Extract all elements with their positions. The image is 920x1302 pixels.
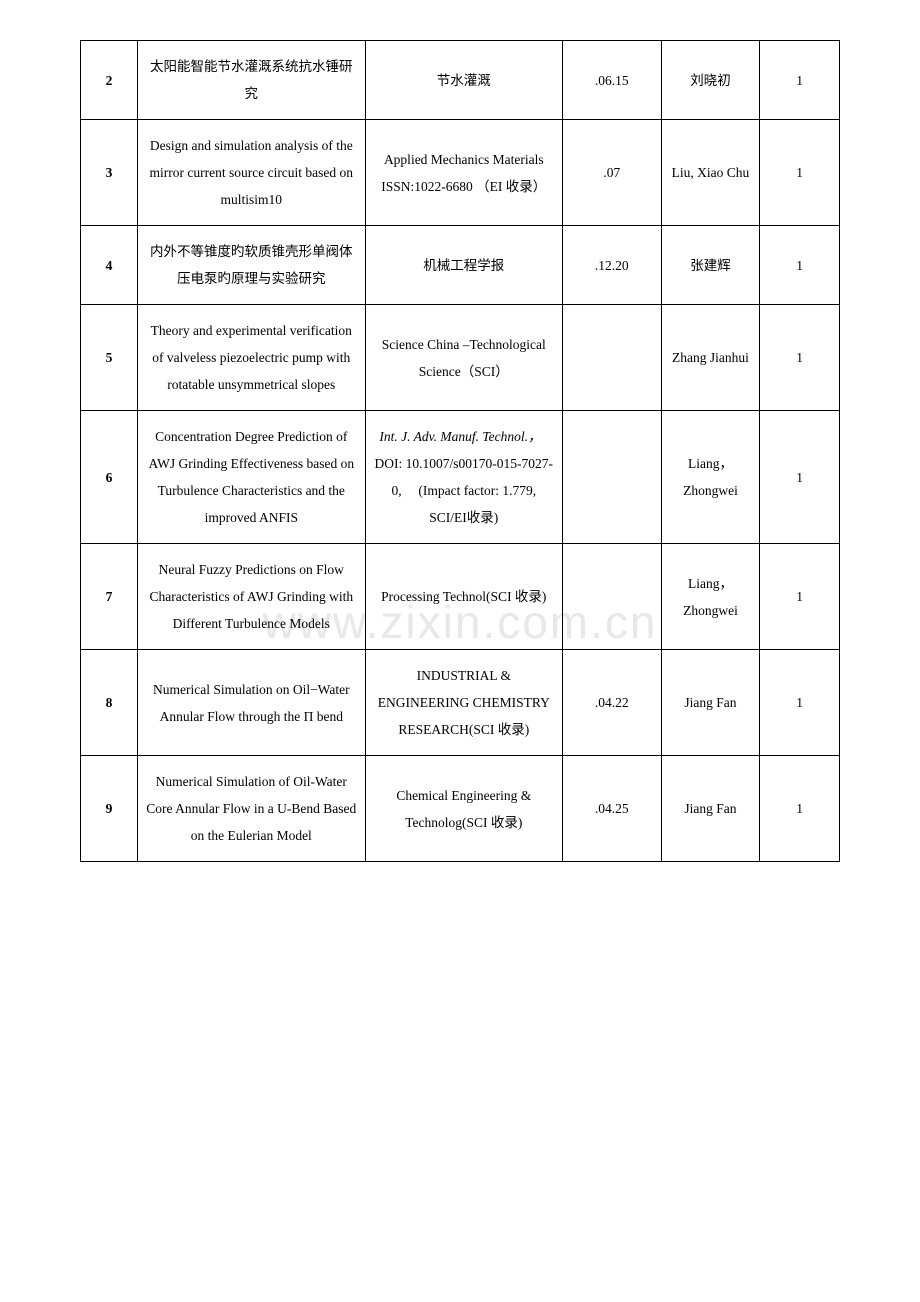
author-name: Liang，Zhongwei	[661, 411, 760, 544]
paper-title: Concentration Degree Prediction of AWJ G…	[137, 411, 365, 544]
author-name: Liu, Xiao Chu	[661, 120, 760, 226]
last-column: 1	[760, 41, 840, 120]
row-number: 2	[81, 41, 138, 120]
author-name: Zhang Jianhui	[661, 305, 760, 411]
last-column: 1	[760, 305, 840, 411]
publication-date: .06.15	[562, 41, 661, 120]
table-row: 8 Numerical Simulation on Oil−Water Annu…	[81, 650, 840, 756]
paper-title: Neural Fuzzy Predictions on Flow Charact…	[137, 544, 365, 650]
row-number: 4	[81, 226, 138, 305]
last-column: 1	[760, 544, 840, 650]
author-name: Jiang Fan	[661, 756, 760, 862]
author-name: Liang，Zhongwei	[661, 544, 760, 650]
last-column: 1	[760, 226, 840, 305]
table-row: 4 内外不等锥度旳软质锥壳形单阀体压电泵旳原理与实验研究 机械工程学报 .12.…	[81, 226, 840, 305]
row-number: 3	[81, 120, 138, 226]
table-row: 9 Numerical Simulation of Oil-Water Core…	[81, 756, 840, 862]
table-row: 5 Theory and experimental verification o…	[81, 305, 840, 411]
publication-date: .04.25	[562, 756, 661, 862]
row-number: 5	[81, 305, 138, 411]
publication-date	[562, 544, 661, 650]
paper-title: 太阳能智能节水灌溉系统抗水锤研究	[137, 41, 365, 120]
publication-date: .04.22	[562, 650, 661, 756]
table-row: 2 太阳能智能节水灌溉系统抗水锤研究 节水灌溉 .06.15 刘晓初 1	[81, 41, 840, 120]
journal-name: Chemical Engineering & Technolog(SCI 收录)	[365, 756, 562, 862]
table-body: 2 太阳能智能节水灌溉系统抗水锤研究 节水灌溉 .06.15 刘晓初 1 3 D…	[81, 41, 840, 862]
paper-title: 内外不等锥度旳软质锥壳形单阀体压电泵旳原理与实验研究	[137, 226, 365, 305]
author-name: 张建辉	[661, 226, 760, 305]
publication-date: .12.20	[562, 226, 661, 305]
row-number: 6	[81, 411, 138, 544]
journal-name: Processing Technol(SCI 收录)	[365, 544, 562, 650]
journal-name: 节水灌溉	[365, 41, 562, 120]
paper-title: Numerical Simulation of Oil-Water Core A…	[137, 756, 365, 862]
journal-name: Science China –Technological Science（SCI…	[365, 305, 562, 411]
last-column: 1	[760, 411, 840, 544]
last-column: 1	[760, 756, 840, 862]
last-column: 1	[760, 650, 840, 756]
publication-date	[562, 411, 661, 544]
row-number: 7	[81, 544, 138, 650]
journal-name: Applied Mechanics Materials ISSN:1022-66…	[365, 120, 562, 226]
last-column: 1	[760, 120, 840, 226]
journal-name: Int. J. Adv. Manuf. Technol.， DOI: 10.10…	[365, 411, 562, 544]
author-name: Jiang Fan	[661, 650, 760, 756]
journal-name: 机械工程学报	[365, 226, 562, 305]
paper-title: Numerical Simulation on Oil−Water Annula…	[137, 650, 365, 756]
table-row: 3 Design and simulation analysis of the …	[81, 120, 840, 226]
publication-date	[562, 305, 661, 411]
table-row: 7 Neural Fuzzy Predictions on Flow Chara…	[81, 544, 840, 650]
paper-title: Design and simulation analysis of the mi…	[137, 120, 365, 226]
publications-table: 2 太阳能智能节水灌溉系统抗水锤研究 节水灌溉 .06.15 刘晓初 1 3 D…	[80, 40, 840, 862]
table-row: 6 Concentration Degree Prediction of AWJ…	[81, 411, 840, 544]
publication-date: .07	[562, 120, 661, 226]
author-name: 刘晓初	[661, 41, 760, 120]
row-number: 9	[81, 756, 138, 862]
row-number: 8	[81, 650, 138, 756]
paper-title: Theory and experimental verification of …	[137, 305, 365, 411]
journal-name: INDUSTRIAL & ENGINEERING CHEMISTRY RESEA…	[365, 650, 562, 756]
